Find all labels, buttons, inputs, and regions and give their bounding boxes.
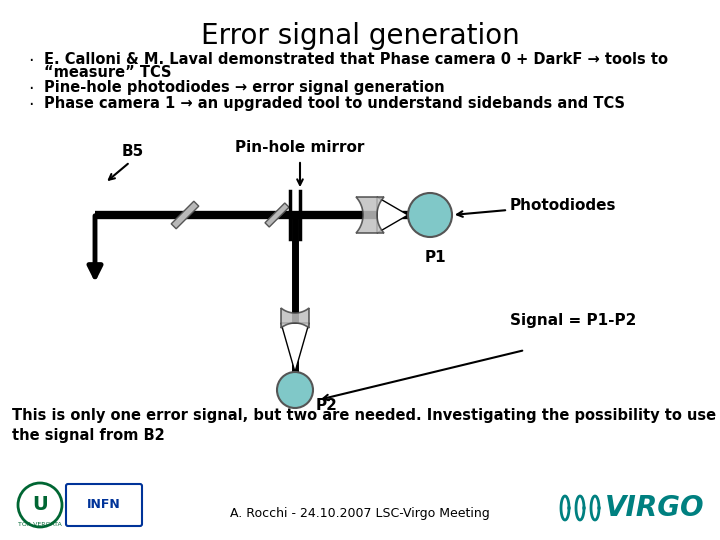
Circle shape [408, 193, 452, 237]
Text: Signal = P1-P2: Signal = P1-P2 [510, 313, 636, 327]
Text: INFN: INFN [87, 498, 121, 511]
Text: E. Calloni & M. Laval demonstrated that Phase camera 0 + DarkF → tools to: E. Calloni & M. Laval demonstrated that … [44, 52, 668, 67]
Text: Phase camera 1 → an upgraded tool to understand sidebands and TCS: Phase camera 1 → an upgraded tool to und… [44, 96, 625, 111]
Text: ·: · [28, 96, 34, 114]
Text: B5: B5 [122, 145, 144, 159]
Polygon shape [377, 197, 408, 233]
Text: U: U [32, 496, 48, 515]
Polygon shape [265, 203, 289, 227]
Text: Pine-hole photodiodes → error signal generation: Pine-hole photodiodes → error signal gen… [44, 80, 445, 95]
Polygon shape [171, 201, 199, 229]
Text: This is only one error signal, but two are needed. Investigating the possibility: This is only one error signal, but two a… [12, 408, 716, 443]
Circle shape [277, 372, 313, 408]
Text: Photodiodes: Photodiodes [510, 198, 616, 213]
Polygon shape [281, 323, 309, 372]
Text: P2: P2 [316, 398, 338, 413]
Text: “measure” TCS: “measure” TCS [44, 65, 171, 80]
Text: P1: P1 [424, 250, 446, 265]
Text: ·: · [28, 80, 34, 98]
Text: VIRGΟ: VIRGΟ [606, 494, 705, 522]
Polygon shape [356, 197, 384, 233]
Polygon shape [281, 308, 309, 328]
Text: Error signal generation: Error signal generation [201, 22, 519, 50]
Text: Pin-hole mirror: Pin-hole mirror [235, 140, 365, 156]
Text: TOR VERGATA: TOR VERGATA [18, 523, 62, 528]
Circle shape [18, 483, 62, 527]
Text: A. Rocchi - 24.10.2007 LSC-Virgo Meeting: A. Rocchi - 24.10.2007 LSC-Virgo Meeting [230, 507, 490, 519]
FancyBboxPatch shape [66, 484, 142, 526]
Text: ·: · [28, 52, 34, 70]
